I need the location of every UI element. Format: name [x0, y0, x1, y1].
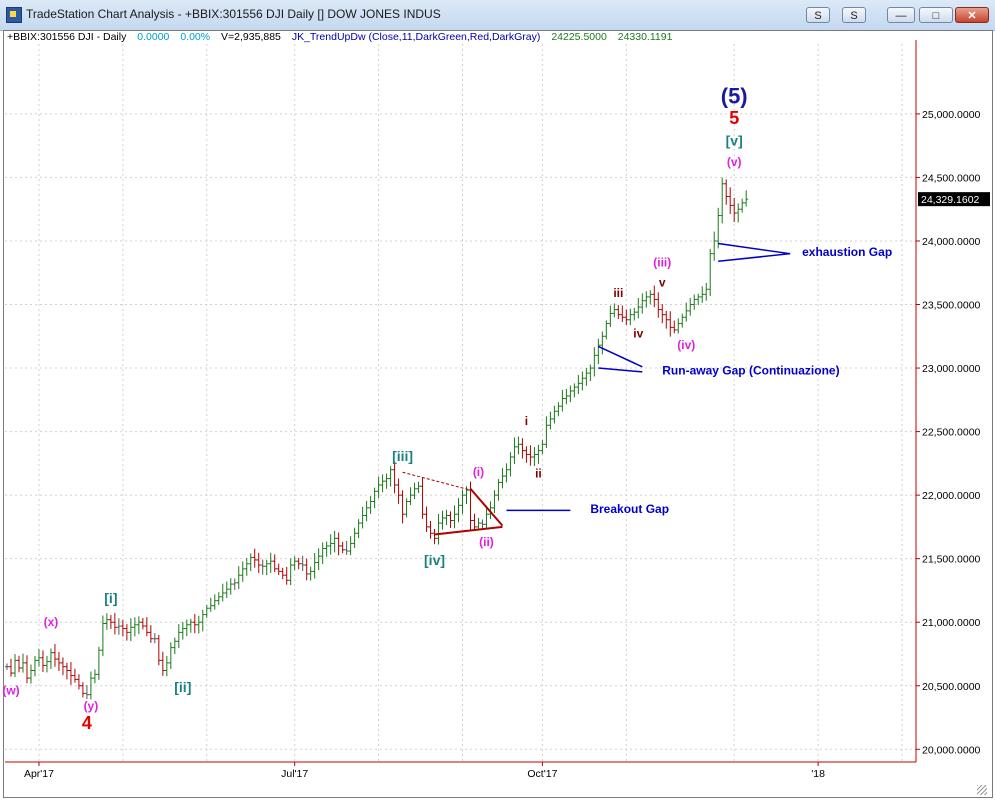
- last-price-label: 24,329.1602: [921, 194, 980, 206]
- maximize-button[interactable]: □: [919, 7, 953, 23]
- wave-label: 5: [729, 108, 739, 128]
- tradestation-app-icon: [6, 7, 22, 23]
- change-pct: 0.00%: [180, 31, 211, 43]
- y-tick-label: 20,000.0000: [922, 744, 981, 756]
- wave-label: (y): [84, 699, 99, 713]
- s-link-button-2[interactable]: S: [842, 7, 866, 23]
- minimize-button[interactable]: —: [887, 7, 915, 23]
- trendline-dashed: [402, 471, 471, 491]
- y-tick-label: 21,500.0000: [922, 554, 981, 566]
- y-tick-label: 25,000.0000: [922, 109, 981, 121]
- y-tick-label: 22,000.0000: [922, 490, 981, 502]
- wave-label: (w): [2, 684, 19, 698]
- resize-grip[interactable]: [977, 785, 987, 795]
- y-tick-label: 24,000.0000: [922, 236, 981, 248]
- wave-label: v: [659, 276, 666, 290]
- window-title: TradeStation Chart Analysis - +BBIX:3015…: [26, 7, 441, 21]
- triangle-lower-line: [434, 525, 503, 536]
- y-tick-label: 21,000.0000: [922, 617, 981, 629]
- wave-label: (v): [727, 155, 742, 169]
- title-bar: TradeStation Chart Analysis - +BBIX:3015…: [0, 0, 995, 31]
- x-tick-label: Oct'17: [527, 768, 557, 780]
- wave-label: 4: [82, 713, 92, 733]
- wave-label: iii: [613, 286, 623, 300]
- wave-label: [iv]: [424, 552, 445, 568]
- exhaustion-gap-lower: [718, 252, 791, 263]
- exhaustion-gap-upper: [718, 242, 791, 255]
- y-tick-label: 20,500.0000: [922, 681, 981, 693]
- x-tick-label: Jul'17: [281, 768, 308, 780]
- x-tick-label: Apr'17: [24, 768, 54, 780]
- wave-label: (iii): [653, 255, 671, 269]
- y-tick-label: 23,000.0000: [922, 363, 981, 375]
- s-link-button[interactable]: S: [806, 7, 830, 23]
- change-value: 0.0000: [137, 31, 170, 43]
- gap-annotation: exhaustion Gap: [802, 245, 892, 259]
- y-tick-label: 22,500.0000: [922, 427, 981, 439]
- chart-frame[interactable]: [3, 30, 993, 798]
- symbol-label: +BBIX:301556 DJI - Daily: [7, 31, 127, 43]
- y-tick-label: 24,500.0000: [922, 172, 981, 184]
- wave-label: i: [525, 414, 528, 428]
- wave-label: [i]: [104, 590, 117, 606]
- last-price-box: [918, 192, 990, 207]
- wave-label: [ii]: [174, 679, 191, 695]
- volume-label: V=2,935,885: [221, 31, 281, 43]
- close-button[interactable]: ✕: [955, 7, 989, 23]
- wave-label: (x): [44, 615, 59, 629]
- wave-label: (i): [473, 465, 484, 479]
- triangle-upper-line: [469, 488, 504, 527]
- wave-label: [iii]: [392, 448, 413, 464]
- wave-label: ii: [535, 466, 542, 480]
- y-tick-label: 23,500.0000: [922, 300, 981, 312]
- gap-annotation: Breakout Gap: [590, 502, 669, 516]
- indicator-label: JK_TrendUpDw (Close,11,DarkGreen,Red,Dar…: [291, 31, 541, 43]
- wave-label: (5): [721, 84, 748, 109]
- wave-label: (iv): [677, 338, 695, 352]
- wave-label: iv: [633, 327, 643, 341]
- x-tick-label: '18: [811, 768, 825, 780]
- wave-label: [v]: [726, 133, 743, 149]
- chart-header: +BBIX:301556 DJI - Daily 0.0000 0.00% V=…: [7, 31, 680, 43]
- indicator-value-2: 24330.1191: [617, 31, 673, 43]
- indicator-value-1: 24225.5000: [551, 31, 607, 43]
- gap-annotation: Run-away Gap (Continuazione): [662, 363, 839, 377]
- runaway-gap-lower: [598, 367, 643, 373]
- wave-label: (ii): [479, 535, 494, 549]
- runaway-gap-upper: [598, 345, 643, 368]
